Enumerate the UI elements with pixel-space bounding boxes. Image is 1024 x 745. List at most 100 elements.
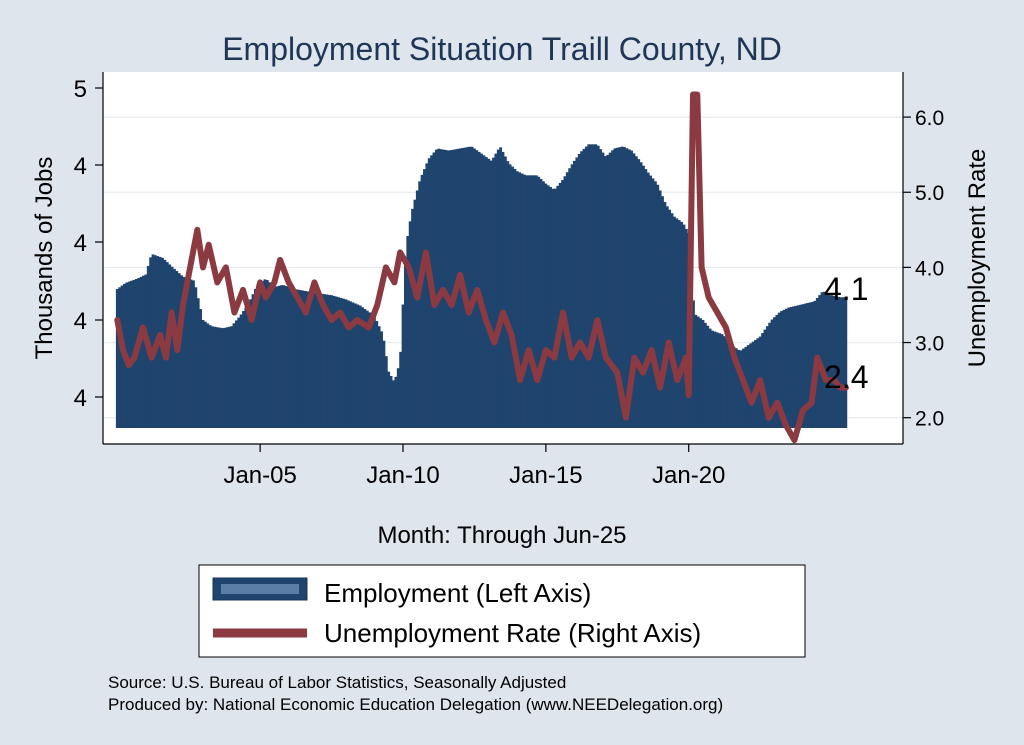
employment-bar bbox=[751, 341, 755, 428]
employment-bar bbox=[327, 294, 331, 428]
employment-bar bbox=[292, 288, 295, 428]
employment-bar bbox=[408, 221, 412, 428]
employment-bar bbox=[199, 309, 203, 428]
employment-bar bbox=[470, 146, 474, 428]
employment-bar bbox=[342, 298, 345, 428]
employment-bar bbox=[513, 168, 517, 429]
employment-bar bbox=[537, 176, 541, 428]
legend: Employment (Left Axis) Unemployment Rate… bbox=[198, 564, 806, 658]
employment-bar bbox=[318, 293, 322, 428]
employment-bar bbox=[399, 351, 403, 428]
employment-bar bbox=[411, 208, 414, 428]
employment-bar bbox=[718, 333, 722, 428]
employment-bar bbox=[811, 301, 814, 428]
employment-bar bbox=[632, 153, 636, 429]
employment-bar bbox=[296, 289, 300, 428]
employment-bar bbox=[684, 228, 688, 428]
employment-bar bbox=[834, 296, 838, 428]
employment-bar bbox=[275, 286, 279, 428]
employment-bar bbox=[549, 187, 553, 428]
left-tick-label-0: 5 bbox=[74, 76, 87, 103]
employment-bar bbox=[530, 175, 533, 428]
employment-bar bbox=[256, 284, 260, 428]
employment-bar bbox=[487, 158, 491, 429]
employment-bar bbox=[577, 153, 581, 428]
employment-bar bbox=[303, 290, 307, 428]
employment-bar bbox=[451, 149, 455, 428]
employment-bar bbox=[246, 304, 250, 428]
employment-bar bbox=[658, 190, 662, 428]
employment-end-label: 4.1 bbox=[824, 271, 868, 307]
employment-bar bbox=[753, 339, 757, 428]
employment-bar bbox=[568, 168, 572, 428]
employment-bar bbox=[230, 326, 233, 428]
x-axis-ticks: Jan-05 Jan-10 Jan-15 Jan-20 bbox=[223, 444, 725, 489]
employment-bar bbox=[375, 321, 379, 428]
employment-bar bbox=[227, 326, 231, 428]
employment-bar bbox=[580, 151, 583, 428]
employment-bar bbox=[392, 380, 395, 428]
employment-bar bbox=[587, 144, 591, 429]
employment-bar bbox=[801, 304, 805, 428]
employment-bar bbox=[220, 328, 224, 428]
employment-bar bbox=[515, 171, 519, 428]
employment-bar bbox=[575, 157, 579, 428]
employment-bar bbox=[427, 158, 431, 428]
right-tick-label-1: 5.0 bbox=[915, 182, 944, 205]
employment-bar bbox=[570, 164, 574, 429]
employment-bar bbox=[413, 199, 417, 428]
employment-bar bbox=[189, 279, 193, 428]
employment-bar bbox=[273, 286, 276, 428]
right-axis-ticks: 6.0 5.0 4.0 3.0 2.0 bbox=[903, 107, 944, 431]
employment-bar bbox=[677, 220, 681, 428]
x-tick-label-2: Jan-15 bbox=[509, 462, 582, 489]
source-note: Source: U.S. Bureau of Labor Statistics,… bbox=[108, 673, 566, 692]
employment-bar bbox=[194, 287, 198, 428]
employment-bar bbox=[284, 286, 288, 428]
employment-bar bbox=[625, 148, 629, 428]
employment-bar bbox=[351, 302, 355, 428]
employment-bar bbox=[182, 276, 186, 428]
employment-bar bbox=[773, 317, 776, 428]
employment-bar bbox=[623, 147, 626, 429]
employment-bar bbox=[782, 309, 786, 428]
employment-bar bbox=[518, 172, 522, 428]
employment-bar bbox=[144, 274, 148, 428]
employment-bar bbox=[561, 180, 564, 428]
employment-bar bbox=[787, 307, 791, 428]
employment-bar bbox=[527, 175, 531, 428]
employment-bar bbox=[725, 339, 729, 428]
employment-bar bbox=[396, 368, 400, 428]
employment-bar bbox=[349, 301, 353, 428]
employment-bar bbox=[120, 285, 124, 428]
x-tick-label-0: Jan-05 bbox=[223, 462, 296, 489]
employment-bar bbox=[315, 293, 319, 428]
employment-bar bbox=[323, 294, 326, 428]
employment-bar bbox=[415, 190, 419, 428]
employment-bar bbox=[508, 164, 512, 429]
employment-bar bbox=[361, 307, 364, 428]
employment-bar bbox=[225, 327, 229, 428]
unemployment-series bbox=[114, 91, 849, 444]
employment-bar bbox=[642, 165, 645, 428]
employment-bar bbox=[665, 206, 669, 428]
employment-bar bbox=[511, 166, 514, 428]
employment-bar bbox=[784, 308, 788, 428]
employment-bar bbox=[337, 297, 341, 428]
employment-bar bbox=[473, 148, 476, 428]
employment-bar bbox=[639, 162, 643, 428]
employment-bar bbox=[663, 201, 667, 428]
employment-bar bbox=[703, 322, 707, 428]
employment-bar bbox=[344, 299, 348, 428]
employment-bar bbox=[739, 350, 743, 428]
employment-bar bbox=[737, 349, 741, 428]
employment-bar bbox=[653, 181, 657, 428]
employment-bar bbox=[770, 319, 774, 428]
employment-bar bbox=[239, 314, 243, 428]
employment-bar bbox=[553, 188, 557, 428]
employment-bar bbox=[649, 175, 653, 428]
employment-bar bbox=[749, 343, 753, 428]
employment-bar bbox=[287, 286, 291, 428]
employment-bar bbox=[425, 163, 429, 429]
employment-bar bbox=[294, 289, 298, 428]
